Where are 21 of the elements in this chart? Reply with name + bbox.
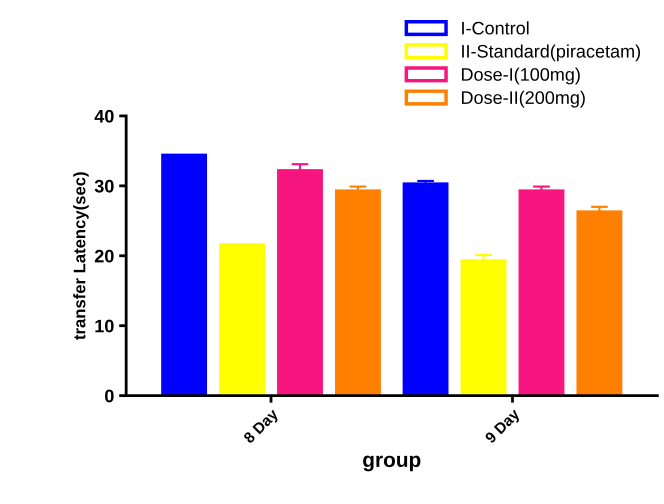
- legend-label: Dose-II(200mg): [462, 90, 585, 108]
- bar: [402, 182, 448, 396]
- x-tick-label: 8 Day: [242, 408, 282, 446]
- bar: [335, 189, 381, 396]
- bar: [161, 154, 208, 396]
- x-tick-label: 9 Day: [484, 408, 522, 446]
- y-tick-label: 40: [94, 110, 114, 123]
- y-tick-label: 0: [105, 390, 114, 402]
- y-axis-title: transfer Latency(sec): [73, 172, 89, 340]
- legend-label: Dose-I(100mg): [462, 68, 580, 84]
- legend-label: I-Control: [462, 21, 529, 35]
- legend-label: II-Standard(piracetam): [462, 44, 640, 62]
- bar: [518, 189, 564, 396]
- y-tick-label: 10: [95, 320, 114, 332]
- x-axis-title: group: [363, 456, 420, 472]
- bar: [460, 259, 506, 396]
- bar: [219, 243, 265, 396]
- y-tick-label: 20: [94, 250, 114, 262]
- bar: [277, 169, 323, 396]
- y-tick-label: 30: [94, 180, 114, 193]
- bar: [576, 210, 622, 396]
